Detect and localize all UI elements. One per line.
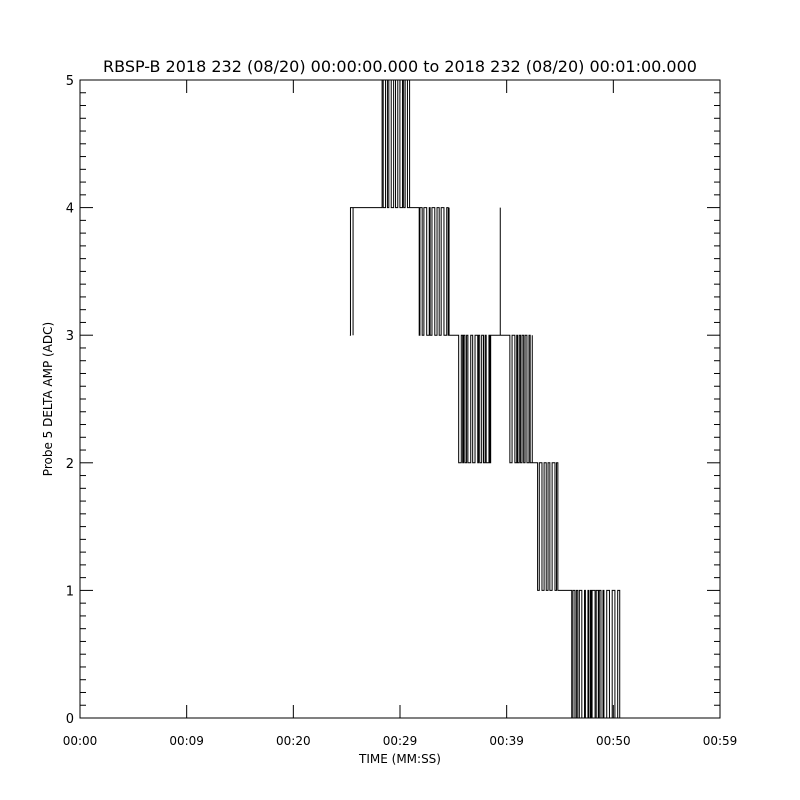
x-tick-label: 00:00 [63, 734, 98, 748]
x-tick-label: 00:20 [276, 734, 311, 748]
y-tick-label: 3 [66, 329, 74, 344]
tick-labels: 00:00 00:09 00:20 00:29 00:39 00:50 00:59 0 1 2 3 4… [63, 74, 738, 748]
y-tick-label: 0 [66, 712, 74, 727]
y-tick-label: 1 [66, 584, 74, 599]
chart-title: RBSP-B 2018 232 (08/20) 00:00:00.000 to … [103, 57, 697, 76]
x-tick-label: 00:29 [383, 734, 418, 748]
x-tick-label: 00:09 [169, 734, 204, 748]
x-tick-label: 00:39 [489, 734, 524, 748]
y-axis-label: Probe 5 DELTA AMP (ADC) [41, 322, 55, 476]
data-line [349, 79, 621, 719]
data-series [349, 79, 621, 719]
y-tick-label: 2 [66, 457, 74, 472]
x-tick-label: 00:50 [596, 734, 631, 748]
x-axis-label: TIME (MM:SS) [358, 752, 441, 766]
x-tick-label: 00:59 [703, 734, 738, 748]
y-tick-label: 5 [66, 74, 74, 89]
y-tick-label: 4 [66, 202, 74, 217]
